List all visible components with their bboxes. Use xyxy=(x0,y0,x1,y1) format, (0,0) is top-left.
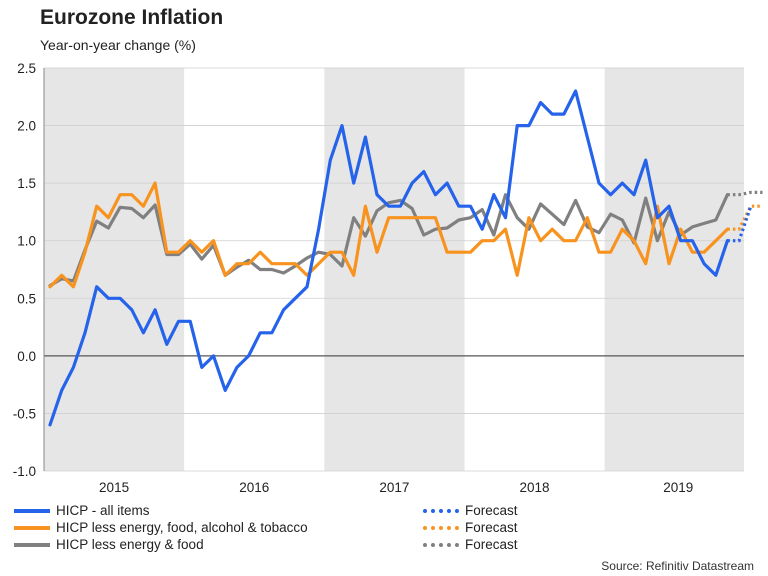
y-tick-0.5: 0.5 xyxy=(17,291,36,306)
series-line-hicp-all xyxy=(48,89,730,427)
shade-2019 xyxy=(604,68,744,471)
shade-2017 xyxy=(324,68,465,471)
y-tick-2.5: 2.5 xyxy=(17,61,36,76)
series-line-hicp-core-alc xyxy=(48,181,730,289)
legend-label-hicp-all: HICP - all items xyxy=(56,503,150,518)
legend-item-hicp-core-alc: HICP less energy, food, alcohol & tobacc… xyxy=(14,519,308,536)
source-note: Source: Refinitiv Datastream xyxy=(601,559,754,573)
forecast-line-hicp-all xyxy=(727,205,753,243)
x-tick-2019: 2019 xyxy=(663,480,693,495)
forecast-line-hicp-core-alc xyxy=(727,204,763,231)
year-shading xyxy=(44,68,744,471)
legend-swatch-hicp-core-alc xyxy=(14,525,50,530)
legend-label-forecast-3: Forecast xyxy=(465,537,518,552)
gridlines xyxy=(43,67,744,472)
x-tick-2017: 2017 xyxy=(379,480,409,495)
x-axis-ticks: 2015 2016 2017 2018 2019 xyxy=(99,480,693,495)
y-tick--1.0: -1.0 xyxy=(13,464,36,479)
forecast-line-hicp-core xyxy=(727,190,763,197)
y-tick-0.0: 0.0 xyxy=(17,349,36,364)
x-tick-2018: 2018 xyxy=(520,480,550,495)
legend-label-hicp-core: HICP less energy & food xyxy=(56,537,204,552)
legend-swatch-hicp-core xyxy=(14,542,50,547)
legend-label-forecast-1: Forecast xyxy=(465,503,518,518)
shade-2015 xyxy=(44,68,185,471)
legend-swatch-forecast-1 xyxy=(423,508,459,513)
legend-left: HICP - all items HICP less energy, food,… xyxy=(14,502,308,553)
legend-label-hicp-core-alc: HICP less energy, food, alcohol & tobacc… xyxy=(56,520,308,535)
y-axis-ticks: -1.0 -0.5 0.0 0.5 1.0 1.5 2.0 2.5 xyxy=(13,61,36,479)
legend-swatch-hicp-all xyxy=(14,508,50,513)
y-tick--0.5: -0.5 xyxy=(13,406,36,421)
legend-swatch-forecast-3 xyxy=(423,542,459,547)
legend-item-hicp-all: HICP - all items xyxy=(14,502,308,519)
y-tick-1.0: 1.0 xyxy=(17,234,36,249)
legend-swatch-forecast-2 xyxy=(423,525,459,530)
series-lines xyxy=(48,89,763,427)
y-tick-2.0: 2.0 xyxy=(17,119,36,134)
x-tick-2016: 2016 xyxy=(239,480,269,495)
legend-item-hicp-core: HICP less energy & food xyxy=(14,536,308,553)
chart-title: Eurozone Inflation xyxy=(40,6,224,29)
chart-subtitle: Year-on-year change (%) xyxy=(40,37,196,53)
legend-item-forecast-1: Forecast xyxy=(423,502,518,519)
legend-item-forecast-2: Forecast xyxy=(423,519,518,536)
legend-label-forecast-2: Forecast xyxy=(465,520,518,535)
x-tick-2015: 2015 xyxy=(99,480,129,495)
y-tick-1.5: 1.5 xyxy=(17,176,36,191)
legend-right: Forecast Forecast Forecast xyxy=(423,502,518,553)
legend-item-forecast-3: Forecast xyxy=(423,536,518,553)
